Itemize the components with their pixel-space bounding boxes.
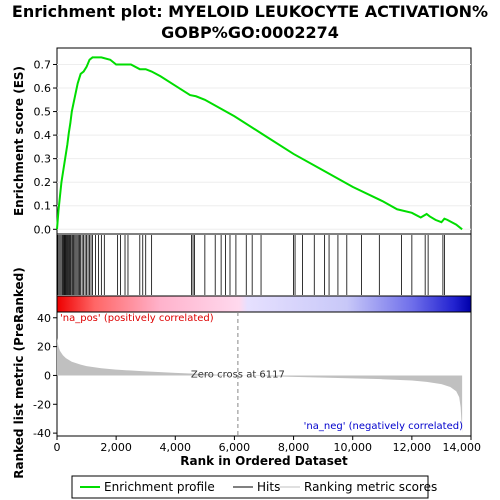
- es-gridlines: [57, 63, 471, 230]
- chart-title-line1: Enrichment plot: MYELOID LEUKOCYTE ACTIV…: [12, 2, 488, 21]
- chart-title-line2: GOBP%GO:0002274: [161, 23, 339, 42]
- metric-tick-label: 0: [44, 369, 51, 382]
- x-tick-label: 0: [54, 441, 61, 454]
- metric-tick-label: -20: [33, 398, 51, 411]
- x-tick-label: 6,000: [219, 441, 251, 454]
- es-tick-label: 0.5: [34, 106, 52, 119]
- x-tick-label: 10,000: [333, 441, 372, 454]
- metric-tick-label: 20: [37, 341, 51, 354]
- es-tick-label: 0.7: [34, 58, 52, 71]
- x-tick-label: 2,000: [100, 441, 132, 454]
- es-tick-label: 0.1: [34, 200, 52, 213]
- legend-enrichment-profile: Enrichment profile: [104, 480, 215, 494]
- ranking-heatmap-bar: [57, 296, 471, 312]
- x-axis-label: Rank in Ordered Dataset: [180, 454, 348, 468]
- enrichment-profile-line: [56, 56, 463, 231]
- metric-y-axis-ticks: -40 -20 0 20 40: [33, 312, 57, 440]
- es-y-axis-ticks: 0.0 0.1 0.2 0.3 0.4 0.5 0.6 0.7: [34, 58, 57, 236]
- es-y-axis-label: Enrichment score (ES): [12, 66, 26, 216]
- legend-ranking-metric-scores: Ranking metric scores: [304, 480, 437, 494]
- na-neg-label: 'na_neg' (negatively correlated): [304, 421, 463, 432]
- x-tick-label: 8,000: [278, 441, 310, 454]
- zero-cross-label: Zero cross at 6117: [191, 369, 285, 380]
- es-tick-label: 0.0: [34, 223, 52, 236]
- legend-hits: Hits: [257, 480, 280, 494]
- metric-y-axis-label: Ranked list metric (PreRanked): [12, 267, 26, 479]
- x-tick-label: 12,000: [393, 441, 432, 454]
- es-tick-label: 0.2: [34, 176, 52, 189]
- metric-tick-label: 40: [37, 312, 51, 325]
- x-axis-ticks: 0 2,000 4,000 6,000 8,000 10,000 12,000 14,000: [54, 436, 482, 454]
- hits-panel-frame: [56, 233, 472, 297]
- x-tick-label: 14,000: [443, 441, 482, 454]
- es-tick-label: 0.3: [34, 153, 52, 166]
- es-tick-label: 0.6: [34, 82, 52, 95]
- es-tick-label: 0.4: [34, 129, 52, 142]
- metric-tick-label: -40: [33, 427, 51, 440]
- na-pos-label: 'na_pos' (positively correlated): [60, 313, 214, 324]
- hits-marks: [57, 235, 445, 295]
- x-tick-label: 4,000: [160, 441, 192, 454]
- ranking-metric-area: [57, 337, 463, 434]
